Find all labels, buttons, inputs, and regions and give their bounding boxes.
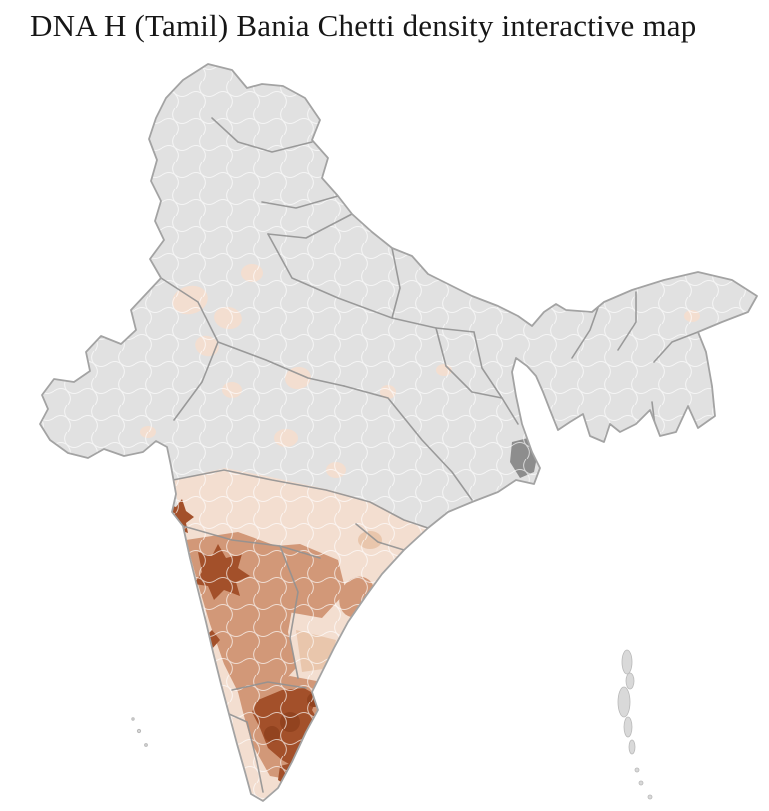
andaman-nicobar-islands[interactable] — [617, 649, 653, 800]
page-title: DNA H (Tamil) Bania Chetti density inter… — [30, 8, 697, 43]
lakshadweep-islands[interactable] — [131, 717, 148, 747]
